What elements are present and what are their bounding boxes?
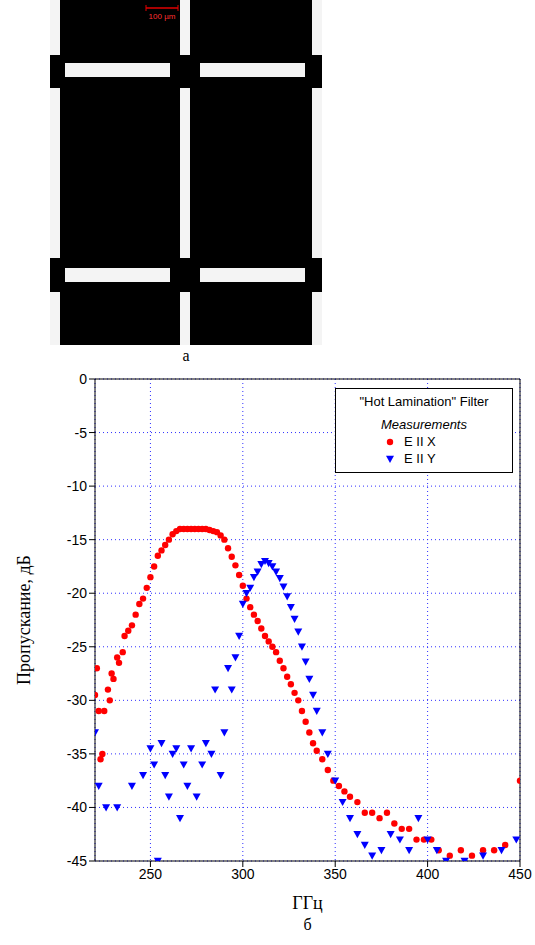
html-text:б: б	[303, 916, 312, 933]
html-text:"Hot Lamination" Filter: "Hot Lamination" Filter	[359, 394, 489, 409]
svg-text:0: 0	[79, 371, 87, 387]
html-text:E II Y: E II Y	[404, 451, 436, 466]
svg-text:300: 300	[231, 866, 255, 882]
svg-text:250: 250	[139, 866, 163, 882]
svg-text:450: 450	[508, 866, 532, 882]
html-text:E II X: E II X	[404, 434, 436, 449]
svg-text:-20: -20	[67, 585, 87, 601]
svg-text:-25: -25	[67, 639, 87, 655]
svg-text:-15: -15	[67, 532, 87, 548]
svg-text:-30: -30	[67, 692, 87, 708]
svg-text:-45: -45	[67, 853, 87, 869]
svg-text:-35: -35	[67, 746, 87, 762]
svg-text:-5: -5	[75, 425, 88, 441]
svg-text:Пропускание, дБ: Пропускание, дБ	[14, 555, 34, 685]
svg-text:400: 400	[416, 866, 440, 882]
html-text:Measurements: Measurements	[381, 417, 467, 432]
svg-text:350: 350	[324, 866, 348, 882]
svg-text:ГГц: ГГц	[292, 893, 323, 913]
svg-text:-40: -40	[67, 799, 87, 815]
html-text:а: а	[182, 347, 190, 364]
svg-text:-10: -10	[67, 478, 87, 494]
svg-text:100 µm: 100 µm	[149, 12, 176, 21]
